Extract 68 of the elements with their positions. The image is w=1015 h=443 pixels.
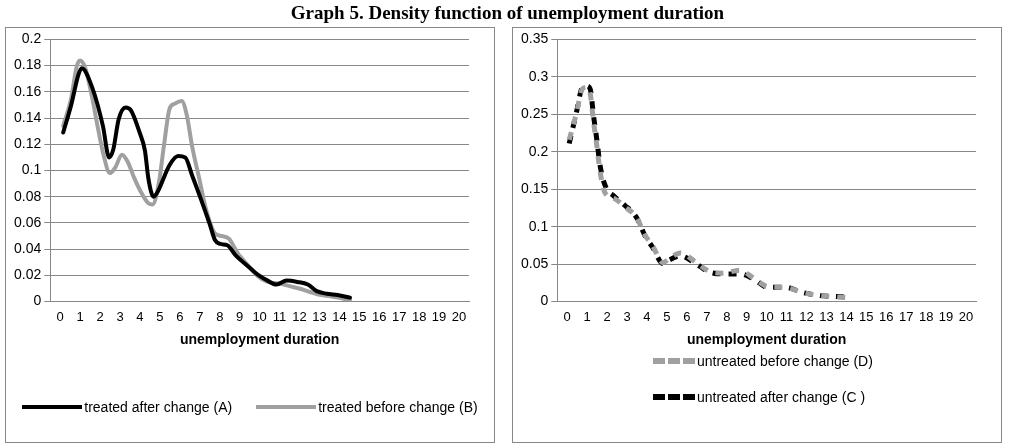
x-tick-label: 19 xyxy=(938,308,954,324)
x-tick-label: 7 xyxy=(703,308,711,324)
x-tick-label: 17 xyxy=(898,308,914,324)
legend-label: treated before change (B) xyxy=(318,399,478,415)
x-tick-label: 15 xyxy=(859,308,874,324)
y-tick-label: 0.35 xyxy=(521,30,549,47)
x-tick-label: 9 xyxy=(743,308,751,324)
x-tick-label: 5 xyxy=(156,308,164,324)
y-tick-label: 0.1 xyxy=(528,217,549,234)
x-tick-label: 19 xyxy=(431,308,447,324)
y-tick-label: 0.14 xyxy=(14,108,42,125)
x-tick-label: 11 xyxy=(779,308,794,324)
x-tick-label: 1 xyxy=(76,308,84,324)
x-tick-label: 16 xyxy=(879,308,894,324)
x-tick-label: 9 xyxy=(236,308,244,324)
x-tick-label: 1 xyxy=(583,308,591,324)
y-tick-label: 0.05 xyxy=(521,255,549,271)
legend-label: untreated after change (C ) xyxy=(697,389,866,405)
x-tick-label: 12 xyxy=(799,308,814,324)
x-tick-label: 2 xyxy=(96,308,104,324)
x-tick-label: 6 xyxy=(683,308,691,324)
y-tick-label: 0.06 xyxy=(14,213,42,230)
x-tick-label: 3 xyxy=(116,308,124,324)
x-tick-label: 10 xyxy=(252,308,267,324)
x-tick-label: 11 xyxy=(272,308,287,324)
x-tick-label: 4 xyxy=(136,308,144,324)
x-tick-label: 7 xyxy=(196,308,204,324)
x-tick-label: 20 xyxy=(451,308,467,324)
y-tick-label: 0.12 xyxy=(14,135,42,152)
x-tick-label: 13 xyxy=(819,308,834,324)
x-tick-label: 8 xyxy=(723,308,731,324)
x-tick-label: 6 xyxy=(176,308,184,324)
x-tick-label: 8 xyxy=(216,308,224,324)
x-tick-label: 2 xyxy=(603,308,611,324)
y-tick-label: 0.18 xyxy=(14,56,42,73)
x-tick-label: 13 xyxy=(312,308,327,324)
x-tick-label: 16 xyxy=(372,308,387,324)
legend-label: treated after change (A) xyxy=(84,399,233,415)
y-tick-label: 0.1 xyxy=(21,161,42,178)
y-tick-label: 0.02 xyxy=(14,266,42,283)
y-tick-label: 0.08 xyxy=(14,187,42,204)
x-tick-label: 14 xyxy=(332,308,347,324)
x-tick-label: 5 xyxy=(663,308,671,324)
y-tick-label: 0.2 xyxy=(528,142,549,159)
x-tick-label: 14 xyxy=(839,308,854,324)
x-tick-label: 4 xyxy=(643,308,651,324)
x-axis-title: unemployment duration xyxy=(179,331,340,348)
x-tick-label: 0 xyxy=(563,308,571,324)
legend-label: untreated before change (D) xyxy=(697,353,873,369)
x-tick-label: 12 xyxy=(292,308,307,324)
y-tick-label: 0.04 xyxy=(14,240,42,257)
y-tick-label: 0.3 xyxy=(528,67,549,84)
y-tick-label: 0 xyxy=(33,292,42,309)
x-tick-label: 17 xyxy=(391,308,407,324)
x-tick-label: 15 xyxy=(352,308,367,324)
x-tick-label: 18 xyxy=(411,308,427,324)
x-tick-label: 20 xyxy=(958,308,974,324)
x-tick-label: 0 xyxy=(56,308,64,324)
y-tick-label: 0.2 xyxy=(21,30,42,47)
y-tick-label: 0 xyxy=(540,292,549,309)
x-axis-title: unemployment duration xyxy=(686,331,847,348)
y-tick-label: 0.16 xyxy=(14,82,42,99)
y-tick-label: 0.25 xyxy=(521,105,549,122)
y-tick-label: 0.15 xyxy=(521,180,549,197)
x-tick-label: 10 xyxy=(759,308,774,324)
text: Graph 5. Density function of unemployment duration xyxy=(289,2,726,24)
x-tick-label: 3 xyxy=(623,308,631,324)
x-tick-label: 18 xyxy=(918,308,934,324)
